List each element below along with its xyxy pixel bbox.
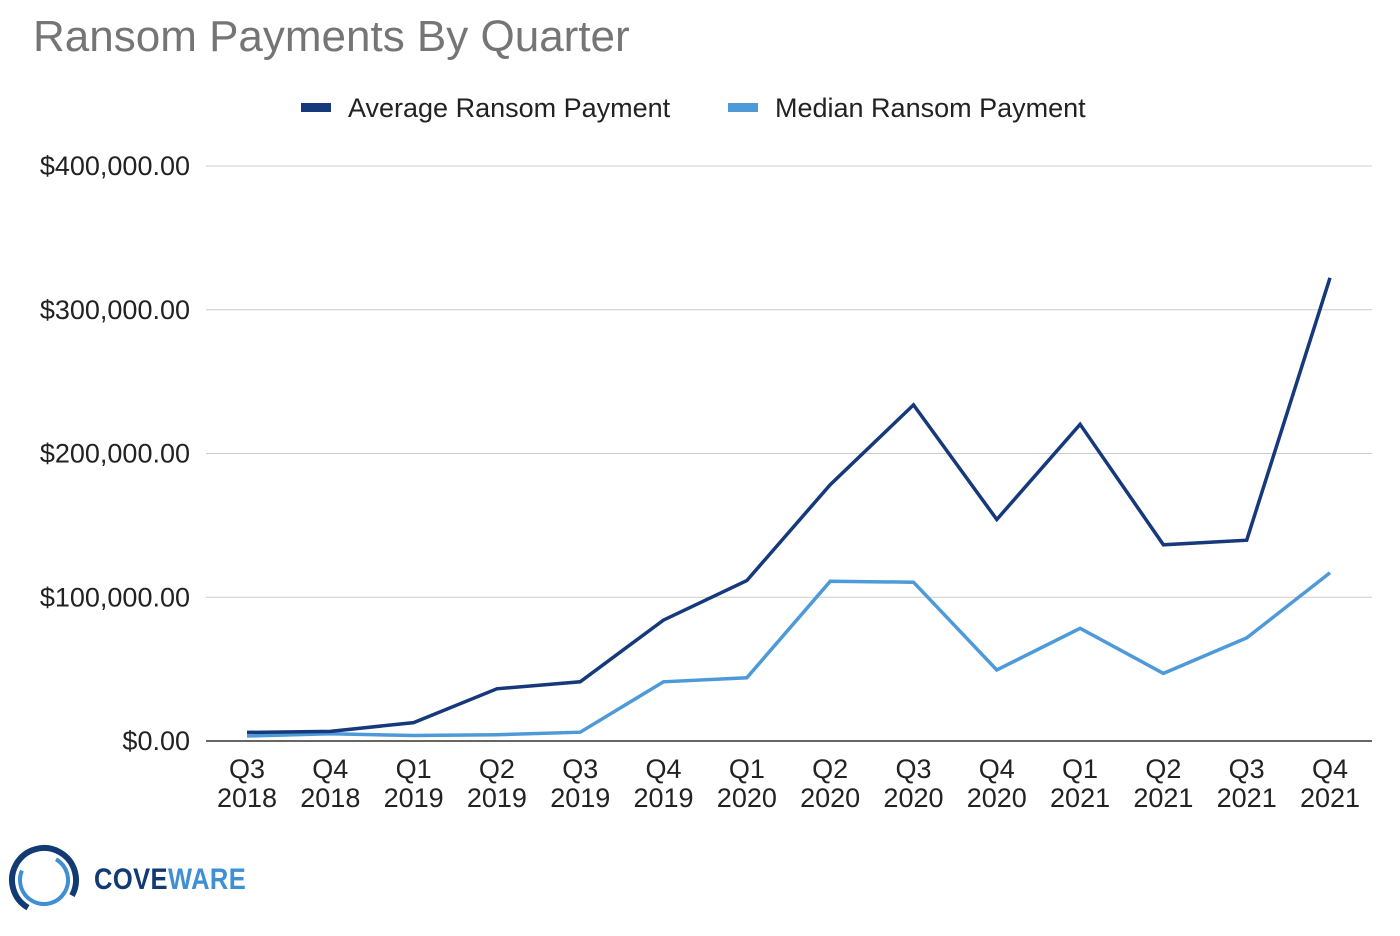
logo-text-part1: COVE — [94, 863, 168, 896]
chart-title: Ransom Payments By Quarter — [33, 12, 630, 61]
y-axis-tick-labels: $0.00 $100,000.00 $200,000.00 $300,000.00 $4… — [40, 151, 190, 756]
coveware-logo: COVEWARE — [6, 842, 273, 918]
series-lines — [246, 277, 1332, 738]
x-tick-label-quarter: Q4 — [979, 754, 1015, 784]
logo-text-part2: WARE — [167, 863, 247, 896]
x-tick-label-quarter: Q2 — [812, 754, 848, 784]
gridlines — [206, 165, 1372, 742]
x-tick-label-year: 2020 — [800, 783, 860, 813]
x-tick-label-quarter: Q2 — [1145, 754, 1181, 784]
x-tick-label-quarter: Q3 — [1229, 754, 1265, 784]
logo-wordmark: COVEWARE — [94, 863, 246, 897]
x-tick-label-year: 2019 — [467, 783, 527, 813]
series-line-average-ransom-payment — [246, 277, 1332, 735]
x-tick-label-quarter: Q4 — [1312, 754, 1348, 784]
y-tick-label: $300,000.00 — [40, 295, 190, 325]
x-tick-label-year: 2019 — [633, 783, 693, 813]
legend-label: Average Ransom Payment — [348, 93, 671, 123]
x-tick-label-year: 2019 — [384, 783, 444, 813]
x-axis-tick-labels: Q32018Q42018Q12019Q22019Q32019Q42019Q120… — [217, 754, 1360, 813]
x-tick-label-year: 2021 — [1133, 783, 1193, 813]
x-tick-label-year: 2021 — [1217, 783, 1277, 813]
legend-swatch — [728, 103, 758, 112]
x-tick-label-year: 2020 — [717, 783, 777, 813]
y-tick-label: $400,000.00 — [40, 151, 190, 181]
series-line-median-ransom-payment — [246, 571, 1332, 738]
x-tick-label-quarter: Q3 — [229, 754, 265, 784]
x-tick-label-quarter: Q4 — [312, 754, 348, 784]
x-tick-label-year: 2020 — [883, 783, 943, 813]
x-tick-label-quarter: Q3 — [895, 754, 931, 784]
y-tick-label: $100,000.00 — [40, 582, 190, 612]
legend: Average Ransom Payment Median Ransom Paym… — [301, 93, 1086, 123]
x-tick-label-year: 2018 — [217, 783, 277, 813]
x-tick-label-quarter: Q2 — [479, 754, 515, 784]
x-tick-label-quarter: Q4 — [646, 754, 682, 784]
x-tick-label-quarter: Q1 — [1062, 754, 1098, 784]
x-tick-label-year: 2021 — [1050, 783, 1110, 813]
x-tick-label-year: 2020 — [967, 783, 1027, 813]
y-tick-label: $0.00 — [122, 726, 190, 756]
x-tick-label-year: 2019 — [550, 783, 610, 813]
y-tick-label: $200,000.00 — [40, 439, 190, 469]
legend-swatch — [301, 103, 331, 112]
x-tick-label-quarter: Q1 — [396, 754, 432, 784]
circle-logo-icon — [9, 845, 79, 915]
x-tick-label-year: 2018 — [300, 783, 360, 813]
legend-label: Median Ransom Payment — [775, 93, 1086, 123]
x-tick-label-quarter: Q1 — [729, 754, 765, 784]
x-tick-label-quarter: Q3 — [562, 754, 598, 784]
x-tick-label-year: 2021 — [1300, 783, 1360, 813]
